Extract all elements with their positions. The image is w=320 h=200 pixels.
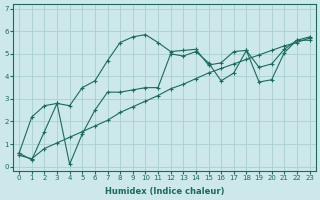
X-axis label: Humidex (Indice chaleur): Humidex (Indice chaleur) — [105, 187, 224, 196]
